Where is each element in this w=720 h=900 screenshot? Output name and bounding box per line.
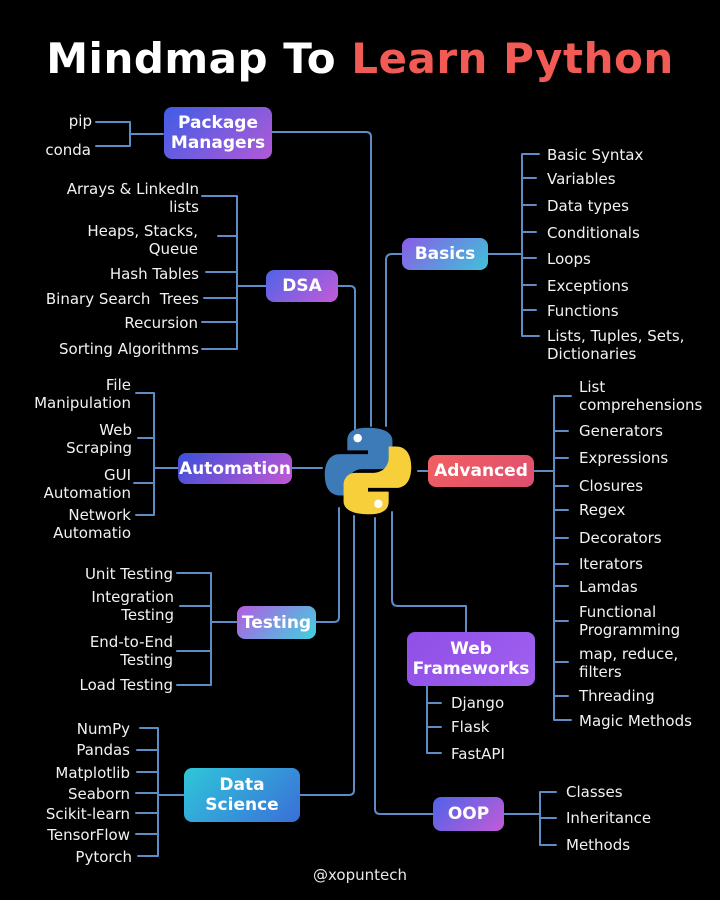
leaf-closures: Closures (579, 477, 644, 495)
credit-handle: @xopuntech (313, 866, 407, 884)
leaf-threading: Threading (579, 687, 655, 705)
leaf-integration-testing: Integration Testing (91, 588, 174, 624)
leaf-tensorflow: TensorFlow (47, 826, 130, 844)
leaf-classes: Classes (566, 783, 623, 801)
leaf-iterators: Iterators (579, 555, 643, 573)
leaf-map-reduce-filters: map, reduce, filters (579, 645, 679, 681)
leaf-arrays: Arrays & LinkedIn lists (66, 180, 199, 216)
leaf-lamdas: Lamdas (579, 578, 638, 596)
connector-oop (374, 517, 434, 815)
leaf-loops: Loops (547, 250, 591, 268)
leaf-scikit-learn: Scikit-learn (45, 805, 130, 823)
node-dsa[interactable]: DSA (266, 270, 338, 302)
leaf-load-testing: Load Testing (79, 676, 174, 694)
node-web-frameworks[interactable]: Web Frameworks (407, 632, 535, 686)
leaf-hash-tables: Hash Tables (109, 265, 199, 283)
connector-dsa (337, 285, 356, 439)
node-package-managers[interactable]: Package Managers (164, 107, 272, 159)
node-testing[interactable]: Testing (237, 606, 316, 639)
node-advanced[interactable]: Advanced (428, 455, 534, 487)
leaf-heaps: Heaps, Stacks, Queue (87, 222, 198, 258)
leaf-gui-automation: GUI Automation (43, 466, 131, 502)
bracket-data-science (135, 727, 185, 857)
bracket-web-frameworks (426, 685, 442, 754)
title-part-red: Learn Python (351, 34, 674, 83)
node-basics[interactable]: Basics (402, 238, 488, 270)
leaf-flask: Flask (451, 718, 490, 736)
leaf-binary-search-trees: Binary Search Trees (45, 290, 199, 308)
leaf-functions: Functions (547, 302, 619, 320)
connector-package-managers (271, 131, 372, 427)
node-data-science[interactable]: Data Science (184, 768, 300, 822)
leaf-methods: Methods (566, 836, 631, 854)
connector-basics (385, 253, 403, 427)
bracket-oop (503, 791, 557, 846)
leaf-pip: pip (68, 112, 92, 130)
bracket-dsa (201, 195, 267, 350)
leaf-end-to-end-testing: End-to-End Testing (89, 633, 173, 669)
connector-data-science (299, 515, 355, 796)
leaf-magic-methods: Magic Methods (579, 712, 692, 730)
leaf-network-automation: Network Automatio (53, 506, 131, 542)
leaf-expressions: Expressions (579, 449, 669, 467)
title-part-white: Mindmap To (46, 34, 337, 83)
python-logo-icon (324, 427, 412, 515)
leaf-list-comprehensions: List comprehensions (579, 378, 703, 414)
leaf-data-types: Data types (547, 197, 629, 215)
leaf-fastapi: FastAPI (451, 745, 505, 763)
leaf-recursion: Recursion (124, 314, 198, 332)
leaf-regex: Regex (579, 501, 626, 519)
leaf-functional-programming: Functional Programming (579, 603, 681, 639)
leaf-django: Django (451, 694, 505, 712)
bracket-automation (133, 392, 179, 516)
node-automation[interactable]: Automation (178, 453, 292, 484)
leaf-pandas: Pandas (76, 741, 130, 759)
leaf-inheritance: Inheritance (566, 809, 652, 827)
leaf-decorators: Decorators (579, 529, 662, 547)
bracket-basics (487, 153, 540, 337)
leaf-generators: Generators (579, 422, 663, 440)
leaf-conda: conda (45, 141, 91, 159)
leaf-file-manipulation: File Manipulation (34, 376, 131, 412)
leaf-pytorch: Pytorch (75, 848, 132, 866)
connector-testing (315, 507, 340, 623)
leaf-web-scraping: Web Scraping (66, 421, 132, 457)
leaf-numpy: NumPy (76, 720, 130, 738)
leaf-matplotlib: Matplotlib (55, 764, 130, 782)
leaf-basic-syntax: Basic Syntax (547, 146, 644, 164)
leaf-variables: Variables (547, 170, 616, 188)
leaf-seaborn: Seaborn (67, 785, 130, 803)
leaf-conditionals: Conditionals (547, 224, 640, 242)
page-title: Mindmap To Learn Python (0, 34, 720, 83)
leaf-exceptions: Exceptions (547, 277, 629, 295)
leaf-unit-testing: Unit Testing (84, 565, 173, 583)
leaf-sorting: Sorting Algorithms (59, 340, 199, 358)
node-oop[interactable]: OOP (433, 797, 504, 831)
bracket-advanced (533, 395, 572, 721)
bracket-package-managers (95, 121, 164, 147)
leaf-lists-tuples: Lists, Tuples, Sets, Dictionaries (547, 327, 685, 363)
bracket-testing (176, 572, 238, 686)
connector-web-frameworks (391, 511, 467, 633)
